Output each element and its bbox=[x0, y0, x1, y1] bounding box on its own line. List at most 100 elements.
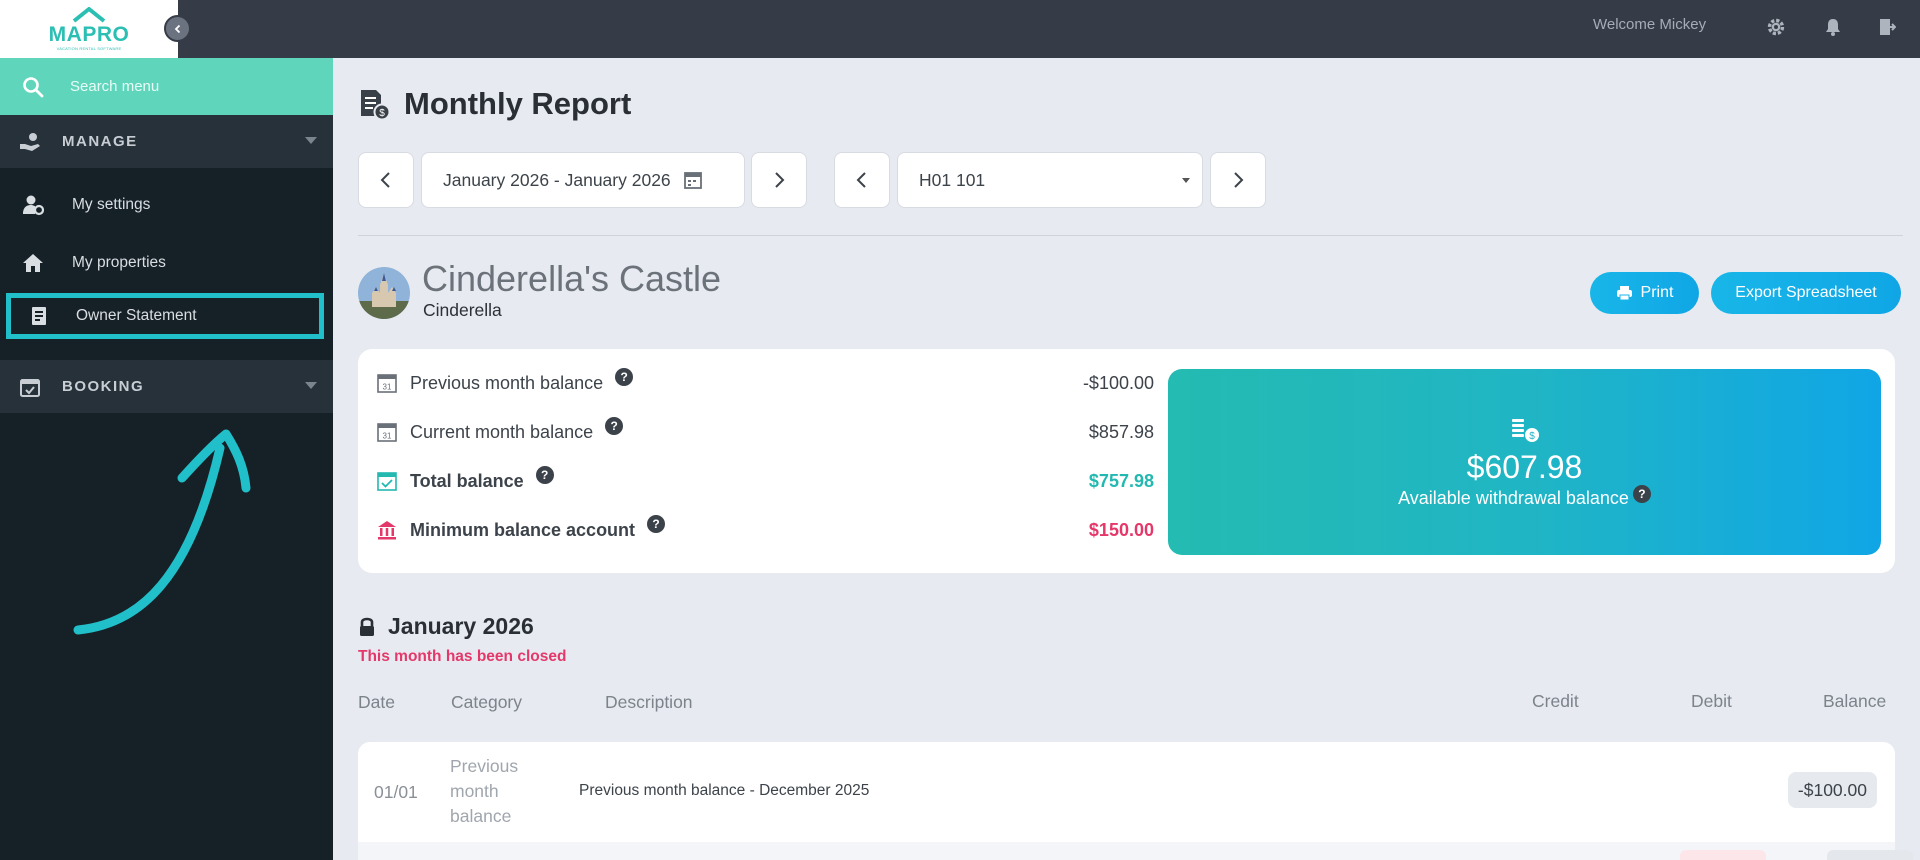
column-header-description[interactable]: Description bbox=[605, 692, 693, 712]
logout-button[interactable] bbox=[1874, 14, 1900, 40]
annotation-arrow bbox=[73, 429, 251, 635]
debit-badge bbox=[1680, 850, 1766, 860]
sidebar-search[interactable]: Search menu bbox=[0, 58, 333, 115]
help-icon[interactable]: ? bbox=[647, 515, 666, 533]
help-icon[interactable]: ? bbox=[615, 368, 634, 386]
settings-button[interactable] bbox=[1763, 14, 1789, 40]
sidebar-item-label: Owner Statement bbox=[76, 307, 197, 324]
sidebar: Search menu MANAGE My settings My proper… bbox=[0, 58, 333, 860]
withdrawal-label: Available withdrawal balance bbox=[1398, 488, 1629, 508]
castle-image bbox=[358, 267, 410, 319]
lock-icon bbox=[360, 617, 374, 636]
sidebar-item-owner-statement[interactable]: Owner Statement bbox=[6, 293, 324, 339]
withdrawal-balance-panel: $ $607.98 Available withdrawal balance ? bbox=[1168, 369, 1881, 555]
calendar-icon bbox=[683, 172, 702, 189]
svg-text:31: 31 bbox=[383, 432, 392, 441]
help-icon[interactable]: ? bbox=[605, 417, 624, 435]
print-label: Print bbox=[1640, 284, 1674, 301]
sidebar-section-label: BOOKING bbox=[62, 378, 145, 395]
svg-text:$: $ bbox=[379, 108, 385, 119]
property-name: Cinderella's Castle bbox=[422, 258, 722, 299]
previous-month-balance-value: -$100.00 bbox=[1082, 373, 1154, 393]
table-row[interactable]: 01/01 Previous month balance Previous mo… bbox=[358, 742, 1895, 842]
chevron-right-icon bbox=[1234, 172, 1244, 188]
minimum-balance-label: Minimum balance account bbox=[410, 519, 636, 540]
sidebar-item-label: My properties bbox=[72, 254, 166, 271]
column-header-debit[interactable]: Debit bbox=[1691, 691, 1732, 711]
user-gear-icon bbox=[23, 195, 44, 216]
search-placeholder: Search menu bbox=[70, 78, 160, 95]
current-month-balance-value: $857.98 bbox=[1088, 422, 1154, 442]
prev-unit-button[interactable] bbox=[834, 152, 890, 208]
welcome-text: Welcome Mickey bbox=[1593, 16, 1707, 33]
minimum-balance-row: Minimum balance account ? bbox=[376, 515, 666, 543]
coins-icon: $ bbox=[1511, 419, 1539, 442]
row-category: Previous month balance bbox=[450, 756, 519, 826]
sidebar-item-my-properties[interactable]: My properties bbox=[0, 240, 333, 286]
caret-down-icon bbox=[1182, 178, 1190, 183]
minimum-balance-value: $150.00 bbox=[1088, 520, 1154, 540]
search-icon bbox=[23, 76, 44, 97]
document-icon bbox=[32, 307, 46, 325]
prev-date-button[interactable] bbox=[358, 152, 414, 208]
logo-subtitle: VACATION RENTAL SOFTWARE bbox=[56, 46, 122, 51]
property-owner: Cinderella bbox=[423, 300, 502, 320]
chevron-right-icon bbox=[775, 172, 785, 188]
column-header-credit[interactable]: Credit bbox=[1532, 691, 1579, 711]
sidebar-collapse-button[interactable] bbox=[164, 15, 191, 42]
chevron-left-icon bbox=[856, 172, 866, 188]
hand-money-icon bbox=[20, 132, 40, 151]
logo[interactable]: MAPRO VACATION RENTAL SOFTWARE bbox=[0, 0, 178, 58]
sidebar-section-manage[interactable]: MANAGE bbox=[0, 115, 333, 168]
svg-text:$: $ bbox=[1529, 431, 1535, 442]
svg-text:31: 31 bbox=[383, 383, 392, 392]
notifications-button[interactable] bbox=[1820, 14, 1846, 40]
logout-icon bbox=[1880, 19, 1896, 35]
export-spreadsheet-button[interactable]: Export Spreadsheet bbox=[1711, 272, 1901, 314]
total-balance-label: Total balance bbox=[410, 470, 524, 491]
table-row[interactable] bbox=[358, 842, 1913, 860]
withdrawal-label-row: Available withdrawal balance ? bbox=[1398, 484, 1651, 509]
next-unit-button[interactable] bbox=[1210, 152, 1266, 208]
main-content: $ Monthly Report January 2026 - January … bbox=[333, 58, 1920, 860]
unit-select[interactable]: H01 101 bbox=[897, 152, 1203, 208]
help-icon[interactable]: ? bbox=[535, 466, 554, 484]
logo-text: MAPRO bbox=[48, 23, 130, 46]
previous-month-balance-label: Previous month balance bbox=[410, 372, 604, 393]
roof-icon bbox=[72, 7, 106, 23]
column-header-date[interactable]: Date bbox=[358, 692, 395, 712]
print-button[interactable]: Print bbox=[1590, 272, 1699, 314]
balance-badge bbox=[1827, 850, 1913, 860]
sidebar-section-booking[interactable]: BOOKING bbox=[0, 360, 333, 413]
calendar-check-icon bbox=[20, 378, 40, 397]
bell-icon bbox=[1826, 19, 1840, 36]
report-icon: $ bbox=[361, 90, 390, 120]
withdrawal-amount: $607.98 bbox=[1466, 449, 1583, 485]
property-avatar[interactable] bbox=[358, 267, 410, 319]
date-range-value: January 2026 - January 2026 bbox=[443, 169, 671, 190]
balance-card: 31 Previous month balance ? -$100.00 31 … bbox=[358, 349, 1895, 573]
calendar-31-icon: 31 bbox=[377, 423, 397, 442]
month-status: This month has been closed bbox=[358, 648, 567, 665]
chevron-down-icon bbox=[305, 137, 317, 144]
chevron-left-icon bbox=[174, 24, 180, 33]
top-bar: MAPRO VACATION RENTAL SOFTWARE Welcome M… bbox=[0, 0, 1920, 58]
calendar-31-icon: 31 bbox=[377, 374, 397, 393]
total-balance-row: Total balance ? bbox=[376, 466, 554, 494]
home-icon bbox=[23, 254, 43, 272]
sidebar-section-label: MANAGE bbox=[62, 133, 138, 150]
date-range-picker[interactable]: January 2026 - January 2026 bbox=[421, 152, 745, 208]
calendar-check-icon bbox=[377, 472, 397, 491]
previous-month-balance-row: 31 Previous month balance ? bbox=[376, 368, 634, 396]
row-balance: -$100.00 bbox=[1787, 772, 1877, 808]
chevron-down-icon bbox=[305, 382, 317, 389]
column-header-category[interactable]: Category bbox=[451, 692, 523, 712]
help-icon[interactable]: ? bbox=[1632, 484, 1651, 503]
next-date-button[interactable] bbox=[751, 152, 807, 208]
column-header-balance[interactable]: Balance bbox=[1823, 691, 1887, 711]
page-title: $ Monthly Report bbox=[358, 86, 631, 122]
sidebar-item-my-settings[interactable]: My settings bbox=[0, 182, 333, 228]
export-label: Export Spreadsheet bbox=[1735, 284, 1877, 301]
unit-select-value: H01 101 bbox=[919, 169, 986, 190]
month-title: January 2026 bbox=[388, 613, 534, 639]
